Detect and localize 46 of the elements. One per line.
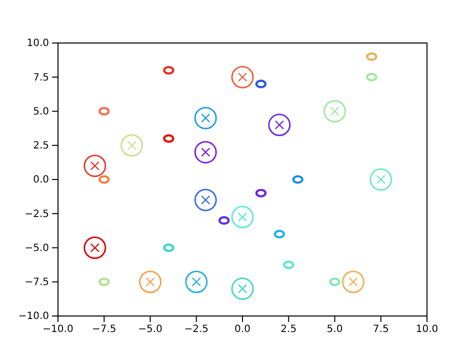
x-tick-label: −10.0: [42, 324, 74, 336]
point: [163, 134, 174, 143]
y-tick-label: 5.0: [33, 106, 49, 118]
y-tick-label: 7.5: [33, 72, 49, 84]
point: [185, 270, 208, 294]
point: [139, 270, 162, 294]
x-tick-label: 10.0: [416, 324, 438, 336]
y-tick-label: −2.5: [24, 208, 49, 220]
point: [194, 140, 217, 164]
point: [120, 134, 144, 157]
point: [283, 260, 294, 270]
point: [98, 175, 110, 184]
point: [84, 154, 106, 178]
point: [163, 66, 174, 75]
x-tick-label: 0.0: [234, 324, 250, 336]
point: [255, 188, 267, 198]
y-tick-label: 2.5: [33, 140, 49, 152]
point: [268, 114, 291, 136]
point: [329, 278, 340, 286]
y-tick-label: 0.0: [33, 174, 49, 186]
x-tick-label: 2.5: [280, 324, 297, 336]
point: [255, 80, 267, 88]
point: [98, 278, 110, 286]
point: [84, 236, 106, 259]
point: [218, 216, 230, 225]
point: [194, 188, 217, 212]
y-tick-label: −10.0: [18, 311, 49, 322]
point: [231, 277, 254, 300]
point: [231, 66, 254, 88]
point: [366, 52, 378, 61]
x-tick-label: −5.0: [138, 324, 162, 336]
point: [274, 230, 285, 238]
point: [292, 175, 304, 184]
y-tick-label: −7.5: [24, 277, 49, 288]
point: [194, 106, 217, 130]
x-tick-label: 5.0: [326, 324, 343, 336]
point: [163, 243, 174, 252]
point: [370, 168, 392, 191]
x-tick-label: −2.5: [184, 324, 209, 336]
point: [342, 270, 364, 294]
point: [98, 106, 110, 116]
x-tick-label: 7.5: [372, 324, 389, 336]
point: [231, 206, 254, 228]
y-tick-label: −5.0: [24, 242, 49, 254]
x-tick-label: −7.5: [92, 324, 116, 336]
y-tick-label: 10.0: [26, 38, 49, 50]
